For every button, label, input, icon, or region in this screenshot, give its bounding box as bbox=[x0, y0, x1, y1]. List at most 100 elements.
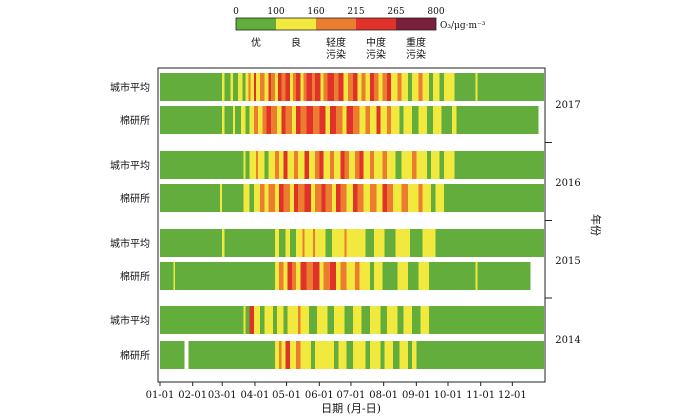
day-segment bbox=[397, 262, 408, 290]
day-segment bbox=[439, 151, 444, 179]
day-segment bbox=[310, 184, 316, 212]
day-segment bbox=[300, 73, 304, 101]
day-segment bbox=[325, 229, 332, 257]
day-segment bbox=[410, 229, 423, 257]
day-segment bbox=[241, 106, 246, 134]
day-segment bbox=[401, 151, 413, 179]
day-segment bbox=[287, 306, 299, 334]
day-segment bbox=[374, 73, 379, 101]
day-segment bbox=[429, 306, 544, 334]
daily-category-bars bbox=[160, 73, 544, 369]
legend-swatch bbox=[276, 18, 316, 30]
day-segment bbox=[160, 73, 223, 101]
day-segment bbox=[334, 306, 345, 334]
day-segment bbox=[160, 306, 244, 334]
year-labels: 2017 2016 2015 2014 bbox=[545, 100, 581, 346]
day-segment bbox=[336, 262, 341, 290]
day-segment bbox=[369, 73, 375, 101]
legend-boundary-label: 215 bbox=[347, 7, 364, 17]
bar-row bbox=[160, 151, 544, 179]
day-segment bbox=[279, 262, 284, 290]
day-segment bbox=[222, 73, 225, 101]
bar-row bbox=[160, 262, 531, 290]
day-segment bbox=[384, 341, 394, 369]
day-segment bbox=[475, 262, 478, 290]
day-segment bbox=[304, 184, 311, 212]
legend-boundary-label: 160 bbox=[307, 7, 324, 17]
day-segment bbox=[441, 106, 453, 134]
year-label: 2015 bbox=[555, 256, 580, 267]
x-tick-label: 05-01 bbox=[272, 390, 301, 401]
day-segment bbox=[340, 151, 345, 179]
day-segment bbox=[325, 106, 330, 134]
day-segment bbox=[374, 262, 383, 290]
day-segment bbox=[262, 106, 267, 134]
day-segment bbox=[386, 73, 392, 101]
day-segment bbox=[374, 229, 385, 257]
day-segment bbox=[249, 184, 254, 212]
day-segment bbox=[291, 106, 297, 134]
day-segment bbox=[264, 306, 273, 334]
day-segment bbox=[336, 106, 343, 134]
day-segment bbox=[397, 73, 402, 101]
day-segment bbox=[359, 151, 364, 179]
day-segment bbox=[264, 73, 269, 101]
day-segment bbox=[238, 73, 243, 101]
day-segment bbox=[249, 306, 254, 334]
day-segment bbox=[477, 262, 531, 290]
day-segment bbox=[242, 73, 246, 101]
x-tick-label: 09-01 bbox=[402, 390, 431, 401]
day-segment bbox=[340, 184, 347, 212]
day-segment bbox=[403, 306, 413, 334]
day-segment bbox=[426, 106, 434, 134]
day-segment bbox=[343, 73, 348, 101]
day-segment bbox=[274, 151, 280, 179]
day-segment bbox=[296, 229, 303, 257]
day-segment bbox=[418, 106, 427, 134]
day-segment bbox=[456, 106, 539, 134]
day-segment bbox=[327, 306, 335, 334]
day-segment bbox=[399, 341, 408, 369]
day-segment bbox=[320, 73, 324, 101]
day-segment bbox=[315, 151, 320, 179]
legend-category-label: 污染 bbox=[326, 48, 346, 61]
day-segment bbox=[340, 262, 347, 290]
day-segment bbox=[346, 262, 356, 290]
day-segment bbox=[395, 229, 411, 257]
day-segment bbox=[412, 151, 417, 179]
day-segment bbox=[281, 106, 286, 134]
day-segment bbox=[253, 106, 259, 134]
day-segment bbox=[369, 106, 377, 134]
day-segment bbox=[222, 106, 225, 134]
day-segment bbox=[416, 341, 544, 369]
legend-colorbar-frame bbox=[235, 17, 437, 31]
day-segment bbox=[306, 106, 313, 134]
day-segment bbox=[272, 306, 278, 334]
day-segment bbox=[435, 229, 544, 257]
row-label: 棉研所 bbox=[120, 349, 150, 362]
day-segment bbox=[250, 73, 254, 101]
day-segment bbox=[220, 184, 223, 212]
bar-row bbox=[160, 184, 544, 212]
day-segment bbox=[386, 184, 394, 212]
bar-row bbox=[160, 106, 539, 134]
legend-swatch bbox=[356, 18, 396, 30]
day-segment bbox=[245, 73, 249, 101]
day-segment bbox=[291, 262, 297, 290]
day-segment bbox=[365, 229, 375, 257]
day-segment bbox=[308, 306, 318, 334]
bar-row bbox=[160, 229, 544, 257]
day-segment bbox=[363, 184, 370, 212]
plot-frame bbox=[157, 67, 546, 383]
x-tick-label: 08-01 bbox=[369, 390, 398, 401]
day-segment bbox=[412, 73, 419, 101]
day-segment bbox=[393, 184, 402, 212]
day-segment bbox=[319, 262, 324, 290]
day-segment bbox=[363, 151, 370, 179]
day-segment bbox=[281, 341, 286, 369]
day-segment bbox=[475, 73, 478, 101]
day-segment bbox=[232, 106, 235, 134]
day-segment bbox=[296, 73, 301, 101]
day-segment bbox=[268, 184, 275, 212]
year-label: 2016 bbox=[555, 178, 580, 189]
